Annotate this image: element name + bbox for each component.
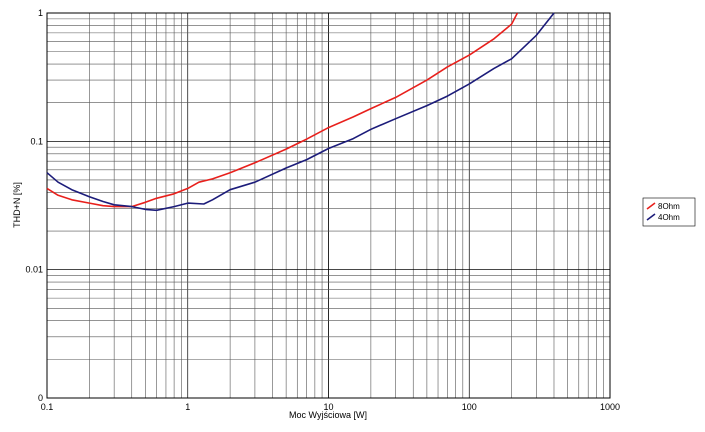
y-axis-label: THD+N [%]: [12, 182, 22, 228]
y-tick-label: 1: [38, 8, 43, 18]
y-tick-label: 0.01: [25, 265, 43, 275]
series-group: [46, 12, 555, 212]
y-tick-label: 0.1: [30, 136, 43, 146]
series-line-8ohm: [46, 12, 519, 208]
x-tick-label: 1000: [600, 402, 620, 412]
x-tick-label: 1: [185, 402, 190, 412]
plot-frame: [46, 12, 611, 399]
legend-label: 8Ohm: [658, 202, 680, 211]
y-tick-labels: 0 0.01 0.1 1: [25, 8, 43, 403]
series-line-4ohm: [46, 12, 555, 212]
x-axis-label: Moc Wyjściowa [W]: [289, 410, 367, 420]
y-tick-label: 0: [38, 393, 43, 403]
x-tick-label: 10: [323, 402, 333, 412]
x-tick-label: 0.1: [41, 402, 54, 412]
legend: 8Ohm 4Ohm: [642, 197, 696, 227]
chart-grid: [46, 12, 611, 399]
legend-swatch: [646, 202, 656, 210]
x-tick-labels: 0.1 1 10 100 1000: [41, 402, 620, 412]
legend-swatch: [646, 213, 656, 221]
x-tick-label: 100: [462, 402, 477, 412]
legend-box: [642, 197, 696, 227]
legend-label: 4Ohm: [658, 213, 680, 222]
